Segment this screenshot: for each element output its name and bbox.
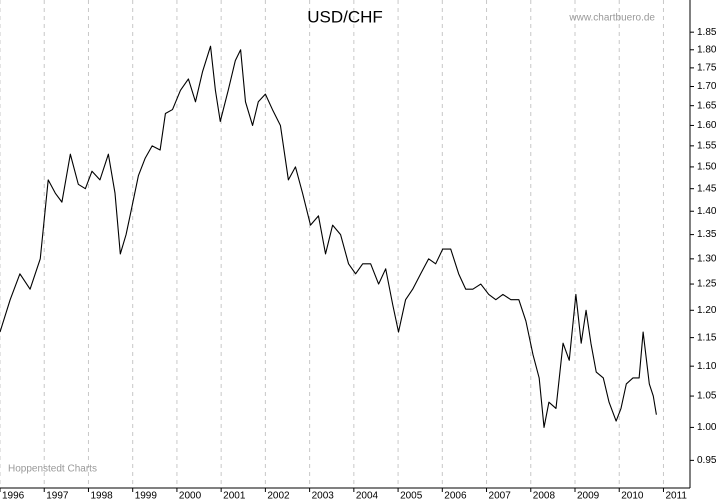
y-tick-label: 1.35 bbox=[697, 229, 717, 240]
y-tick-label: 1.60 bbox=[697, 120, 717, 131]
y-tick-label: 0.95 bbox=[697, 455, 717, 466]
chart-title: USD/CHF bbox=[307, 7, 383, 26]
x-tick-label: 1998 bbox=[90, 491, 113, 502]
x-tick-label: 2008 bbox=[533, 491, 556, 502]
credit-label: Hoppenstedt Charts bbox=[8, 464, 97, 475]
y-tick-label: 1.15 bbox=[697, 332, 717, 343]
y-tick-label: 1.55 bbox=[697, 140, 717, 151]
x-tick-label: 2007 bbox=[489, 491, 512, 502]
y-tick-label: 1.70 bbox=[697, 81, 717, 92]
x-tick-label: 1996 bbox=[2, 491, 25, 502]
x-tick-label: 2005 bbox=[400, 491, 423, 502]
plot-area bbox=[0, 45, 657, 428]
y-tick-label: 1.10 bbox=[697, 361, 717, 372]
y-tick-label: 1.45 bbox=[697, 183, 717, 194]
source-label: www.chartbuero.de bbox=[568, 13, 655, 24]
x-tick-label: 2003 bbox=[312, 491, 335, 502]
y-tick-label: 1.80 bbox=[697, 44, 717, 55]
x-tick-label: 2004 bbox=[356, 491, 379, 502]
x-tick-label: 2006 bbox=[444, 491, 467, 502]
x-tick-label: 2010 bbox=[621, 491, 644, 502]
y-tick-label: 1.75 bbox=[697, 63, 717, 74]
y-tick-label: 1.05 bbox=[697, 391, 717, 402]
grid bbox=[0, 0, 664, 488]
price-line bbox=[0, 45, 657, 428]
y-tick-label: 1.65 bbox=[697, 100, 717, 111]
x-tick-label: 1997 bbox=[46, 491, 69, 502]
y-tick-label: 1.20 bbox=[697, 305, 717, 316]
y-tick-label: 1.85 bbox=[697, 27, 717, 38]
x-tick-label: 2001 bbox=[223, 491, 246, 502]
x-tick-label: 2000 bbox=[179, 491, 202, 502]
y-tick-label: 1.30 bbox=[697, 253, 717, 264]
x-tick-label: 2011 bbox=[665, 491, 687, 502]
x-tick-label: 2009 bbox=[577, 491, 600, 502]
x-tick-label: 1999 bbox=[135, 491, 158, 502]
y-tick-label: 1.40 bbox=[697, 206, 717, 217]
y-tick-label: 1.25 bbox=[697, 279, 717, 290]
y-tick-label: 1.50 bbox=[697, 162, 717, 173]
x-tick-label: 2002 bbox=[267, 491, 290, 502]
y-tick-label: 1.00 bbox=[697, 422, 717, 433]
axes: 0.95 1.00 1.05 1.10 1.15 1.20 1.25 1.30 1.35 1.40… bbox=[0, 27, 717, 502]
